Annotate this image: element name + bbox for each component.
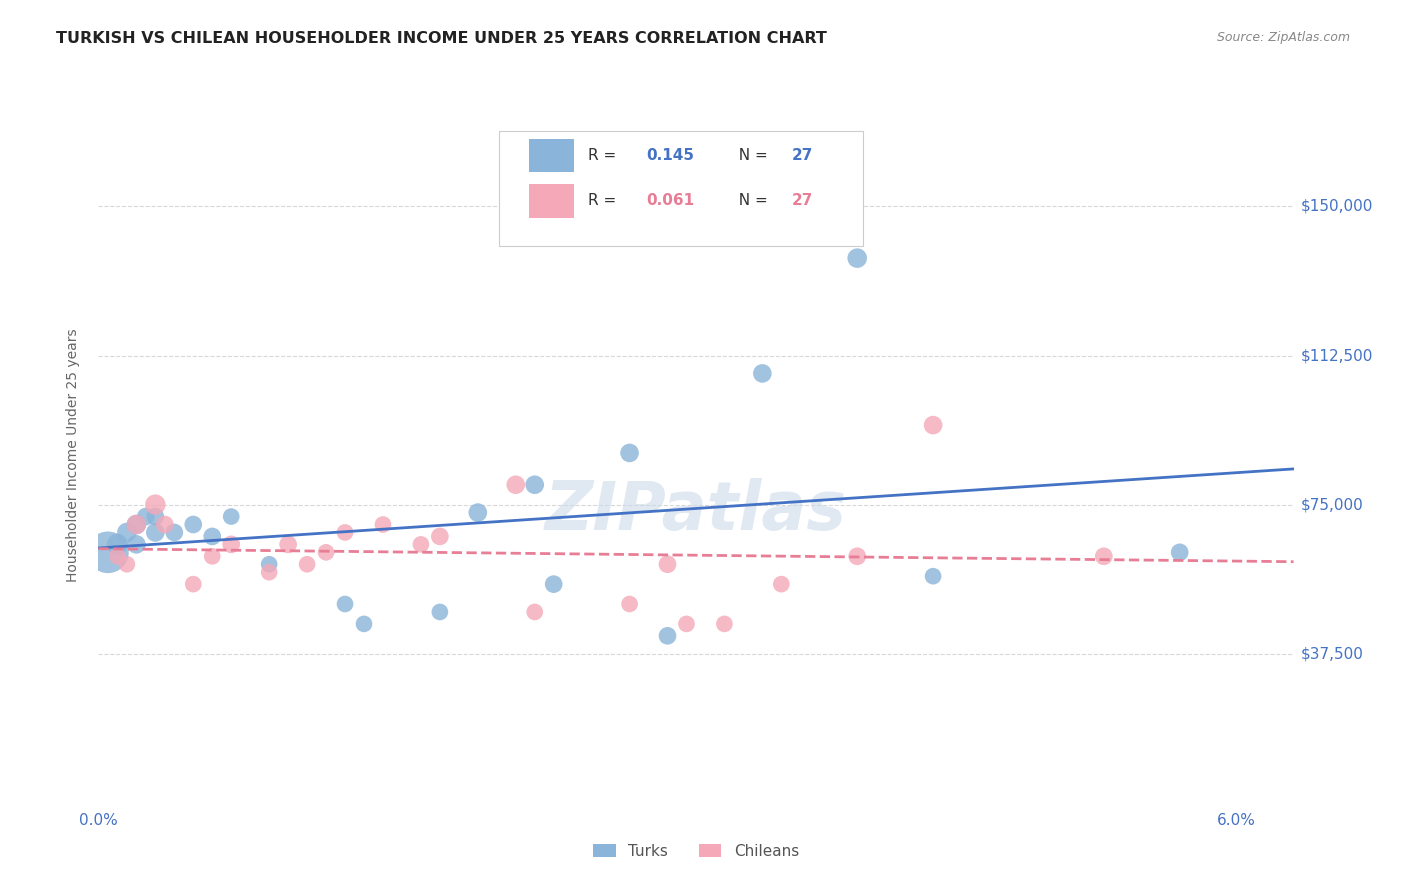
Point [657,558,679,572]
Text: 27: 27 [792,194,813,209]
Text: R =: R = [588,148,621,163]
Y-axis label: Householder Income Under 25 years: Householder Income Under 25 years [66,328,80,582]
Point [295,558,318,572]
Point [467,506,489,520]
Point [143,509,166,524]
Point [277,537,299,551]
Point [505,477,527,491]
Point [115,525,138,540]
Text: ZIPatlas: ZIPatlas [546,477,846,543]
Point [143,525,166,540]
Text: TURKISH VS CHILEAN HOUSEHOLDER INCOME UNDER 25 YEARS CORRELATION CHART: TURKISH VS CHILEAN HOUSEHOLDER INCOME UN… [56,31,827,46]
Point [105,537,128,551]
Text: $150,000: $150,000 [1301,199,1372,214]
Point [97,545,120,559]
Point [657,629,679,643]
Point [333,525,356,540]
Text: Source: ZipAtlas.com: Source: ZipAtlas.com [1216,31,1350,45]
Point [1092,549,1115,564]
Point [713,616,735,631]
Point [105,549,128,564]
Point [619,597,641,611]
Point [181,577,204,591]
Point [125,517,148,532]
Point [153,517,176,532]
FancyBboxPatch shape [529,185,574,218]
Text: N =: N = [730,194,773,209]
Text: 0.145: 0.145 [645,148,693,163]
Point [143,498,166,512]
Text: 27: 27 [792,148,813,163]
Point [257,565,280,579]
Point [257,558,280,572]
Point [181,517,204,532]
Point [219,509,242,524]
Point [1168,545,1191,559]
Point [922,418,945,433]
Point [333,597,356,611]
Point [371,517,394,532]
FancyBboxPatch shape [499,131,863,246]
Point [315,545,337,559]
Point [115,558,138,572]
Point [751,367,773,381]
Point [523,477,546,491]
Point [135,509,157,524]
Point [675,616,697,631]
Text: $37,500: $37,500 [1301,646,1364,661]
Point [846,251,869,265]
Point [619,446,641,460]
Point [125,537,148,551]
Point [201,549,224,564]
Text: $112,500: $112,500 [1301,348,1372,363]
Point [219,537,242,551]
FancyBboxPatch shape [529,139,574,172]
Point [353,616,375,631]
Point [429,529,451,543]
Point [409,537,432,551]
Point [429,605,451,619]
Text: 0.061: 0.061 [645,194,695,209]
Point [543,577,565,591]
Point [523,605,546,619]
Point [922,569,945,583]
Text: $75,000: $75,000 [1301,497,1364,512]
Point [163,525,186,540]
Text: R =: R = [588,194,621,209]
Point [201,529,224,543]
Point [125,517,148,532]
Point [770,577,793,591]
Legend: Turks, Chileans: Turks, Chileans [586,838,806,864]
Point [846,549,869,564]
Text: N =: N = [730,148,773,163]
